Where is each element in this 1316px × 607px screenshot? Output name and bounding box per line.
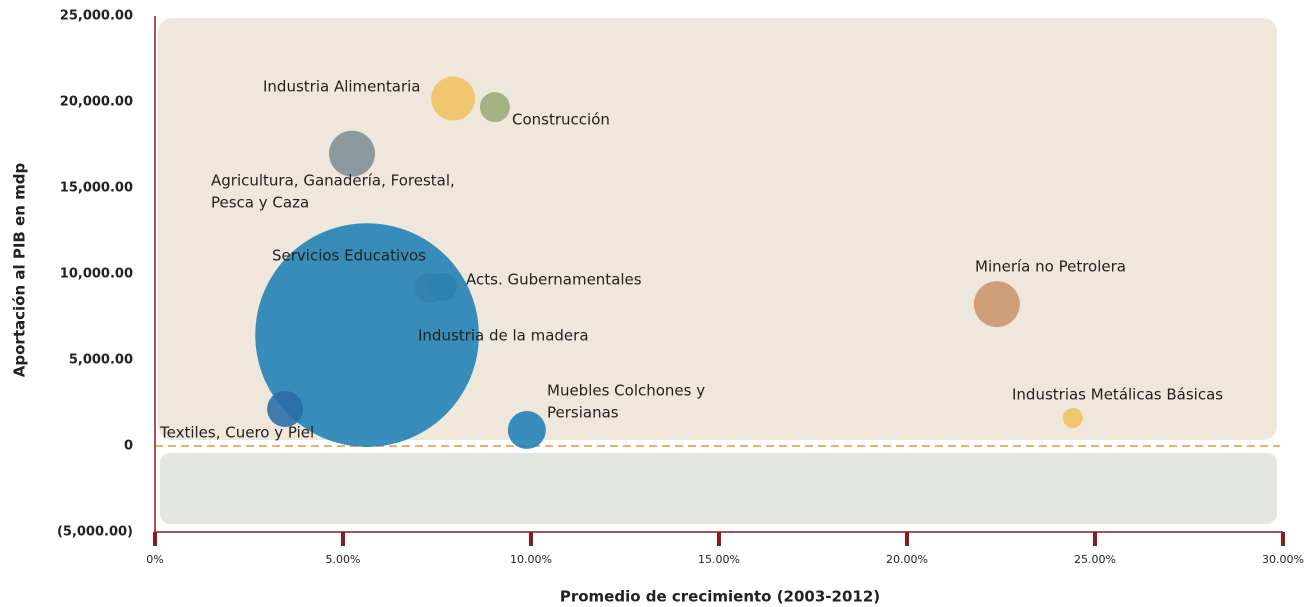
x-tick-label: 5.00% bbox=[326, 553, 361, 566]
bubble-label: Muebles Colchones y bbox=[547, 382, 705, 400]
y-tick-label: 25,000.00 bbox=[60, 9, 133, 24]
bubble-label: Persianas bbox=[547, 404, 619, 422]
bubble bbox=[431, 76, 476, 121]
x-tick-label: 30.00% bbox=[1262, 553, 1304, 566]
x-tick-label: 10.00% bbox=[510, 553, 552, 566]
bubble-label: Construcción bbox=[512, 111, 610, 129]
bubble-label: Agricultura, Ganadería, Forestal, bbox=[211, 172, 455, 190]
bubble-label: Industrias Metálicas Básicas bbox=[1012, 386, 1223, 404]
bubble bbox=[1062, 407, 1083, 428]
negative-band bbox=[160, 453, 1277, 524]
bubble bbox=[479, 92, 510, 123]
y-tick-label: (5,000.00) bbox=[57, 525, 133, 540]
bubble-label: Servicios Educativos bbox=[272, 247, 426, 265]
bubble bbox=[507, 411, 546, 450]
bubble bbox=[973, 281, 1020, 328]
x-tick-label: 20.00% bbox=[886, 553, 928, 566]
bubble-label: Acts. Gubernamentales bbox=[466, 271, 642, 289]
y-tick-label: 15,000.00 bbox=[60, 181, 133, 196]
bubble bbox=[255, 223, 479, 447]
x-tick-label: 15.00% bbox=[698, 553, 740, 566]
y-tick-label: 5,000.00 bbox=[69, 353, 133, 368]
bubble-label: Industria de la madera bbox=[418, 327, 589, 345]
y-tick-label: 20,000.00 bbox=[60, 95, 133, 110]
y-axis-title: Aportación al PIB en mdp bbox=[11, 163, 29, 378]
y-tick-label: 10,000.00 bbox=[60, 267, 133, 282]
bubble-label: Pesca y Caza bbox=[211, 194, 309, 212]
x-tick-label: 25.00% bbox=[1074, 553, 1116, 566]
y-tick-label: 0 bbox=[124, 439, 133, 454]
bubble bbox=[329, 130, 376, 177]
bubble-label: Industria Alimentaria bbox=[263, 78, 421, 96]
bubble-label: Textiles, Cuero y Piel bbox=[159, 424, 314, 442]
bubble-label: Minería no Petrolera bbox=[975, 258, 1126, 276]
bubble bbox=[267, 391, 304, 428]
x-axis-title: Promedio de crecimiento (2003-2012) bbox=[560, 588, 880, 606]
x-tick-label: 0% bbox=[146, 553, 163, 566]
